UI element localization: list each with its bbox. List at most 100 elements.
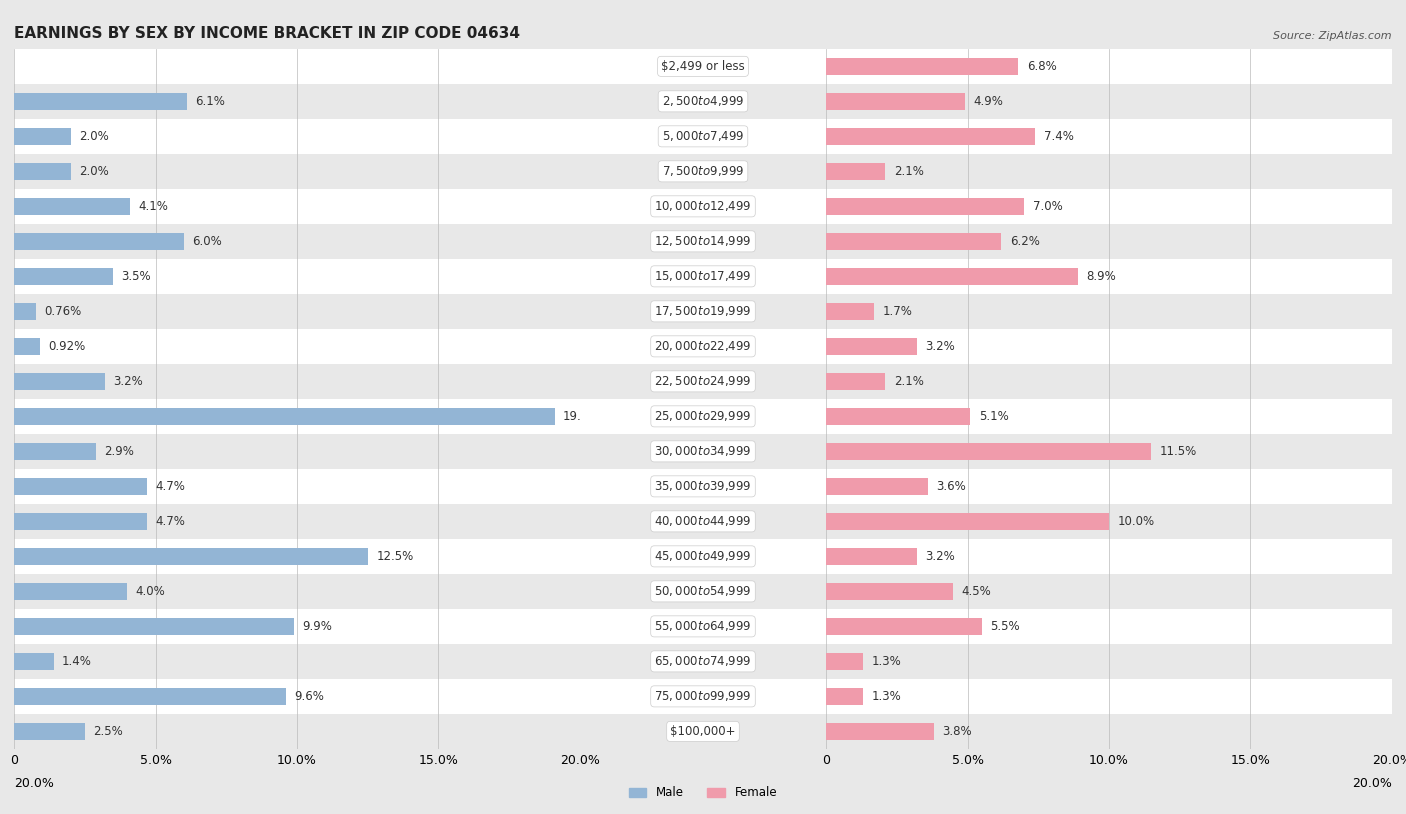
Bar <box>14 539 581 574</box>
Bar <box>825 644 1392 679</box>
Text: 8.9%: 8.9% <box>1087 270 1116 282</box>
Bar <box>14 224 581 259</box>
Bar <box>581 119 825 154</box>
Bar <box>825 539 1392 574</box>
Text: $100,000+: $100,000+ <box>671 725 735 737</box>
Bar <box>825 268 1078 285</box>
Bar <box>825 373 886 390</box>
Text: $22,500 to $24,999: $22,500 to $24,999 <box>654 374 752 388</box>
Text: 3.8%: 3.8% <box>942 725 972 737</box>
Bar <box>14 583 128 600</box>
Bar <box>825 443 1152 460</box>
Text: 3.2%: 3.2% <box>925 550 955 562</box>
Bar <box>581 364 825 399</box>
Bar <box>825 198 1024 215</box>
Bar <box>14 478 148 495</box>
Bar <box>14 714 581 749</box>
Bar <box>14 723 84 740</box>
Text: 0.92%: 0.92% <box>49 340 86 352</box>
Text: $15,000 to $17,499: $15,000 to $17,499 <box>654 269 752 283</box>
Bar <box>825 574 1392 609</box>
Text: $10,000 to $12,499: $10,000 to $12,499 <box>654 199 752 213</box>
Bar <box>14 513 148 530</box>
Text: 2.5%: 2.5% <box>93 725 124 737</box>
Bar <box>825 618 981 635</box>
Bar <box>14 574 581 609</box>
Bar <box>825 504 1392 539</box>
Bar <box>14 679 581 714</box>
Text: $2,500 to $4,999: $2,500 to $4,999 <box>662 94 744 108</box>
Text: 2.1%: 2.1% <box>894 165 924 177</box>
Bar <box>581 504 825 539</box>
Bar <box>825 338 917 355</box>
Text: $65,000 to $74,999: $65,000 to $74,999 <box>654 654 752 668</box>
Bar <box>825 688 863 705</box>
Bar <box>14 303 35 320</box>
Bar <box>581 294 825 329</box>
Bar <box>14 198 131 215</box>
Bar <box>581 329 825 364</box>
Bar <box>825 163 886 180</box>
Text: 2.1%: 2.1% <box>894 375 924 387</box>
Text: 4.0%: 4.0% <box>136 585 166 597</box>
Text: Source: ZipAtlas.com: Source: ZipAtlas.com <box>1274 31 1392 41</box>
Text: 6.8%: 6.8% <box>1026 60 1057 72</box>
Text: 3.2%: 3.2% <box>925 340 955 352</box>
Bar <box>581 679 825 714</box>
Bar <box>581 434 825 469</box>
Bar <box>581 154 825 189</box>
Text: 4.5%: 4.5% <box>962 585 991 597</box>
Bar <box>14 329 581 364</box>
Bar <box>581 259 825 294</box>
Bar <box>581 399 825 434</box>
Bar <box>581 469 825 504</box>
Bar <box>581 84 825 119</box>
Text: 6.2%: 6.2% <box>1010 235 1040 247</box>
Bar <box>14 653 53 670</box>
Bar <box>14 399 581 434</box>
Text: 2.0%: 2.0% <box>79 130 108 142</box>
Text: $2,499 or less: $2,499 or less <box>661 60 745 72</box>
Text: 4.7%: 4.7% <box>156 515 186 527</box>
Bar <box>14 233 184 250</box>
Bar <box>14 338 41 355</box>
Bar <box>825 84 1392 119</box>
Text: 7.0%: 7.0% <box>1032 200 1063 212</box>
Text: $7,500 to $9,999: $7,500 to $9,999 <box>662 164 744 178</box>
Text: 12.5%: 12.5% <box>377 550 413 562</box>
Bar <box>14 373 104 390</box>
Legend: Male, Female: Male, Female <box>624 781 782 804</box>
Bar <box>825 259 1392 294</box>
Bar <box>14 548 368 565</box>
Bar <box>581 49 825 84</box>
Bar <box>825 478 928 495</box>
Text: 4.9%: 4.9% <box>973 95 1002 107</box>
Text: $35,000 to $39,999: $35,000 to $39,999 <box>654 479 752 493</box>
Text: 7.4%: 7.4% <box>1043 130 1074 142</box>
Text: 3.2%: 3.2% <box>112 375 143 387</box>
Bar <box>581 224 825 259</box>
Bar <box>825 434 1392 469</box>
Bar <box>14 644 581 679</box>
Bar <box>825 58 1018 75</box>
Bar <box>581 539 825 574</box>
Bar <box>14 443 96 460</box>
Bar <box>14 49 581 84</box>
Text: 1.7%: 1.7% <box>883 305 912 317</box>
Text: 20.0%: 20.0% <box>1353 777 1392 790</box>
Bar <box>825 154 1392 189</box>
Bar <box>14 128 70 145</box>
Text: 4.7%: 4.7% <box>156 480 186 492</box>
Bar <box>825 233 1001 250</box>
Bar <box>581 574 825 609</box>
Text: 1.4%: 1.4% <box>62 655 91 667</box>
Text: $25,000 to $29,999: $25,000 to $29,999 <box>654 409 752 423</box>
Text: 3.6%: 3.6% <box>936 480 966 492</box>
Text: 1.3%: 1.3% <box>872 690 901 702</box>
Text: $40,000 to $44,999: $40,000 to $44,999 <box>654 514 752 528</box>
Text: 4.1%: 4.1% <box>139 200 169 212</box>
Bar <box>14 268 112 285</box>
Bar <box>14 408 554 425</box>
Bar <box>825 294 1392 329</box>
Bar <box>14 364 581 399</box>
